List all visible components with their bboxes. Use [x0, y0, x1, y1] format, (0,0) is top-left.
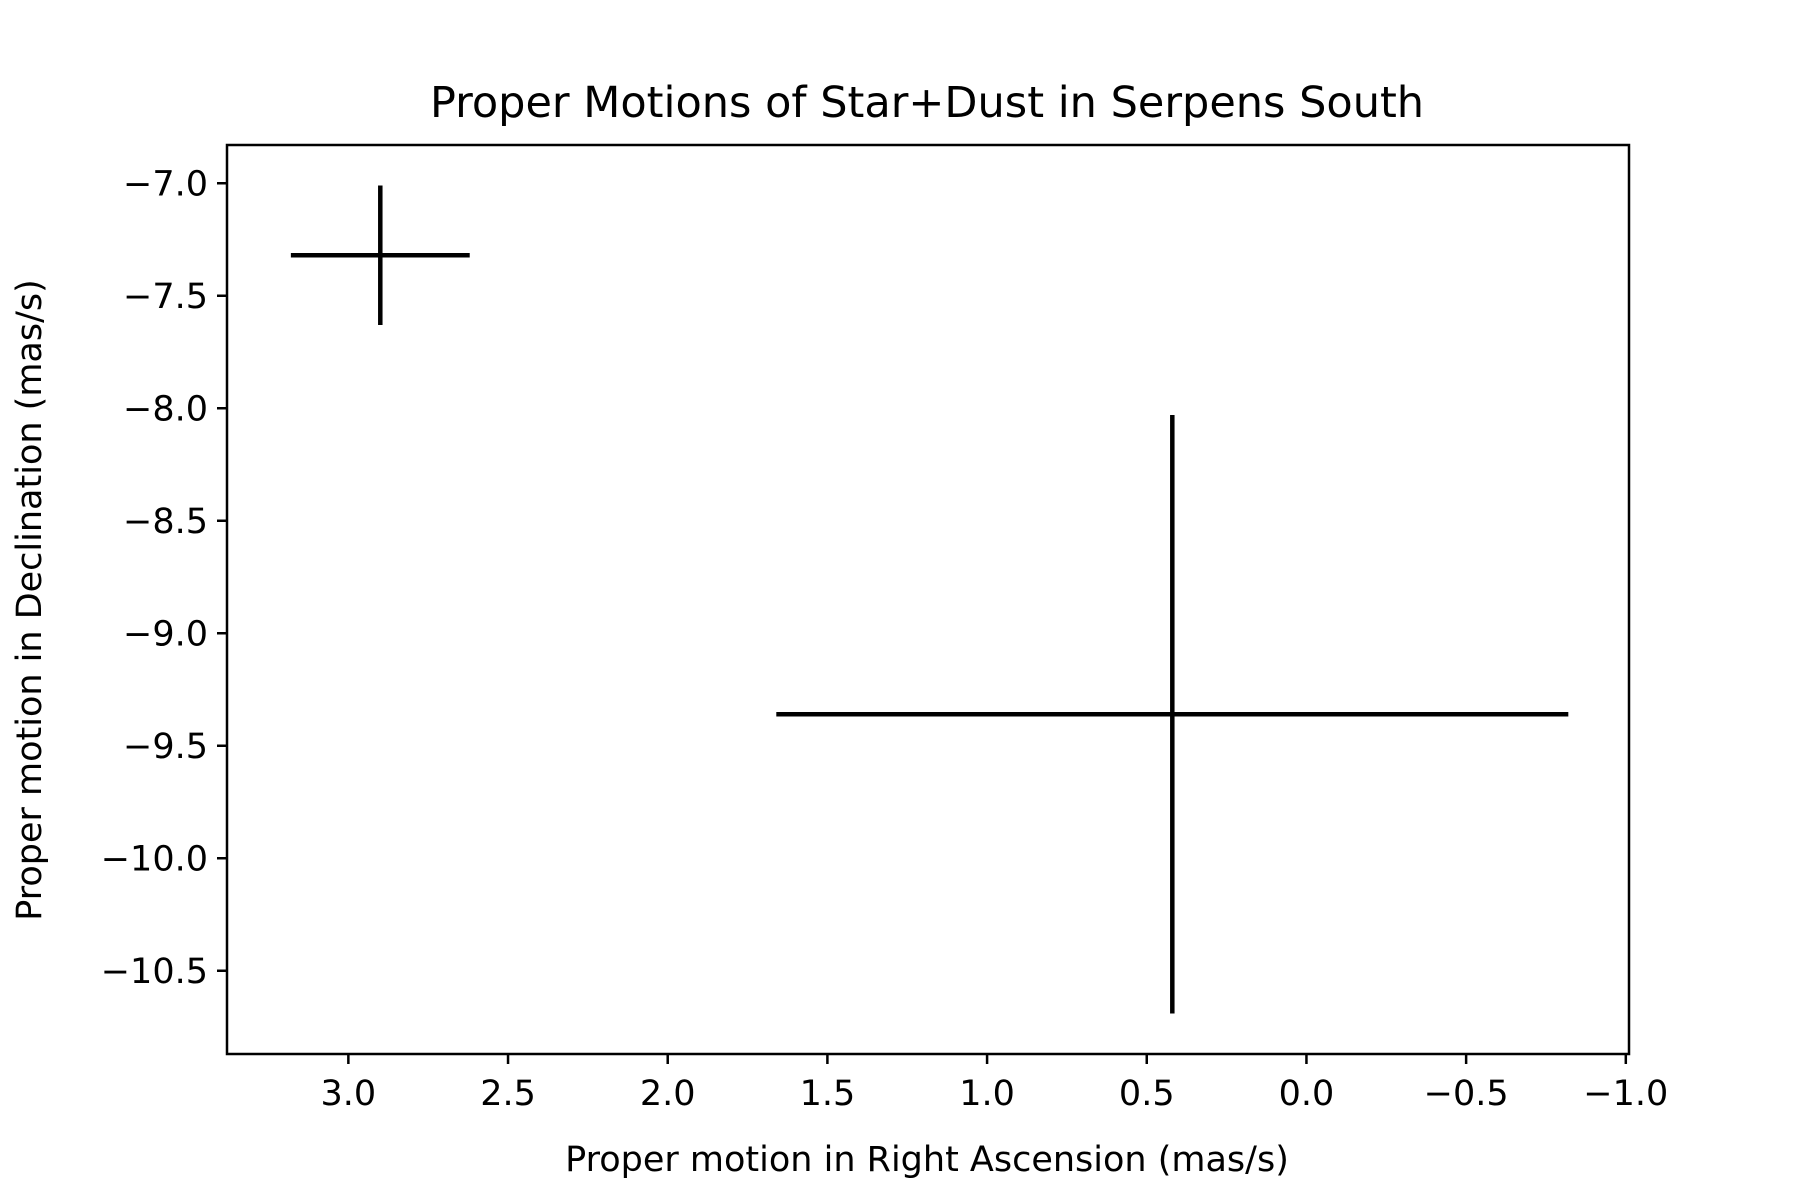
y-axis: −7.0 −7.5 −8.0 −8.5 −9.0 −9.5 −10.0 −10.5 — [101, 164, 227, 992]
x-tick-label: 2.5 — [480, 1074, 536, 1114]
y-tick-label: −7.5 — [123, 277, 208, 317]
x-axis: 3.0 2.5 2.0 1.5 1.0 0.5 0.0 −0.5 −1.0 — [321, 1054, 1668, 1114]
y-tick-label: −10.0 — [101, 839, 208, 879]
plot-frame — [225, 143, 1631, 1056]
y-tick-label: −10.5 — [101, 952, 208, 992]
x-tick-label: 0.0 — [1279, 1074, 1335, 1114]
x-tick-label: −0.5 — [1424, 1074, 1509, 1114]
x-tick-label: 1.5 — [800, 1074, 856, 1114]
plot-area: 3.0 2.5 2.0 1.5 1.0 0.5 0.0 −0.5 −1.0 −7.0 −7.5 −8… — [101, 143, 1668, 1114]
y-axis-label: Proper motion in Declination (mas/s) — [10, 279, 50, 921]
x-tick-label: 0.5 — [1119, 1074, 1175, 1114]
y-tick-label: −8.5 — [123, 502, 208, 542]
y-tick-label: −9.0 — [123, 614, 208, 654]
data-point — [776, 415, 1569, 1014]
y-tick-label: −8.0 — [123, 389, 208, 429]
x-tick-label: 2.0 — [640, 1074, 696, 1114]
y-tick-label: −9.5 — [123, 727, 208, 767]
y-tick-label: −7.0 — [123, 164, 208, 204]
x-tick-label: 3.0 — [321, 1074, 377, 1114]
x-tick-label: −1.0 — [1583, 1074, 1668, 1114]
data-marks — [290, 185, 1569, 1014]
x-tick-label: 1.0 — [959, 1074, 1015, 1114]
data-point — [290, 185, 470, 325]
chart-title: Proper Motions of Star+Dust in Serpens S… — [430, 78, 1424, 128]
x-axis-label: Proper motion in Right Ascension (mas/s) — [565, 1140, 1289, 1180]
